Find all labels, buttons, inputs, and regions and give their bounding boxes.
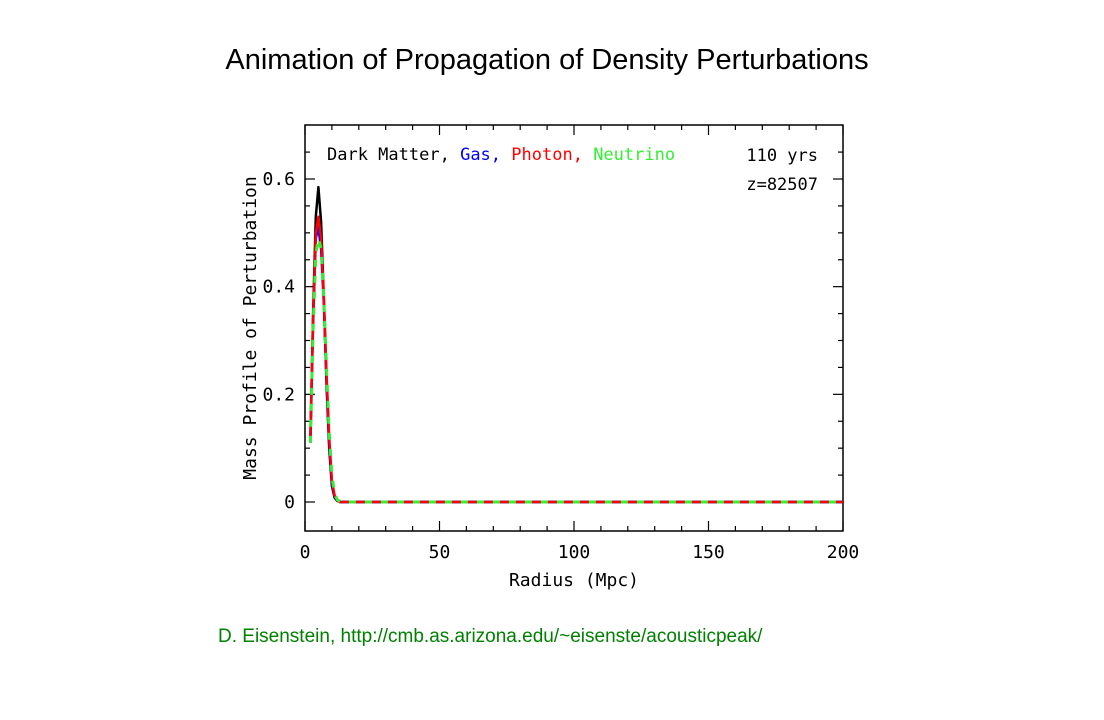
time-annotation: 110 yrs (746, 146, 818, 166)
y-tick-label: 0.4 (262, 277, 295, 298)
legend-separator: , (440, 145, 460, 165)
legend-neutrino: Neutrino (593, 145, 675, 165)
y-tick-label: 0.6 (262, 169, 295, 190)
source-credit: D. Eisenstein, http://cmb.as.arizona.edu… (218, 626, 763, 647)
series-line-photon (309, 215, 843, 504)
x-tick-label: 100 (558, 542, 591, 563)
y-tick-label: 0.2 (262, 384, 295, 405)
legend-dark-matter: Dark Matter (327, 145, 440, 165)
legend-photon: Photon (511, 145, 572, 165)
series-line-dark-matter (309, 185, 843, 504)
x-tick-label: 150 (692, 542, 725, 563)
x-tick-label: 50 (429, 542, 451, 563)
x-tick-label: 200 (827, 542, 860, 563)
legend: Dark Matter, Gas, Photon, Neutrino (327, 145, 675, 165)
legend-separator: , (491, 145, 511, 165)
slide-title: Animation of Propagation of Density Pert… (225, 44, 869, 76)
redshift-annotation: z=82507 (746, 175, 818, 195)
y-axis-label: Mass Profile of Perturbation (240, 176, 261, 479)
x-tick-label: 0 (300, 542, 311, 563)
x-axis-label: Radius (Mpc) (509, 570, 639, 591)
legend-gas: Gas (460, 145, 491, 165)
y-tick-label: 0 (284, 492, 295, 513)
legend-separator: , (573, 145, 593, 165)
series-line-gas (309, 226, 843, 504)
series-line-neutrino (308, 236, 843, 504)
